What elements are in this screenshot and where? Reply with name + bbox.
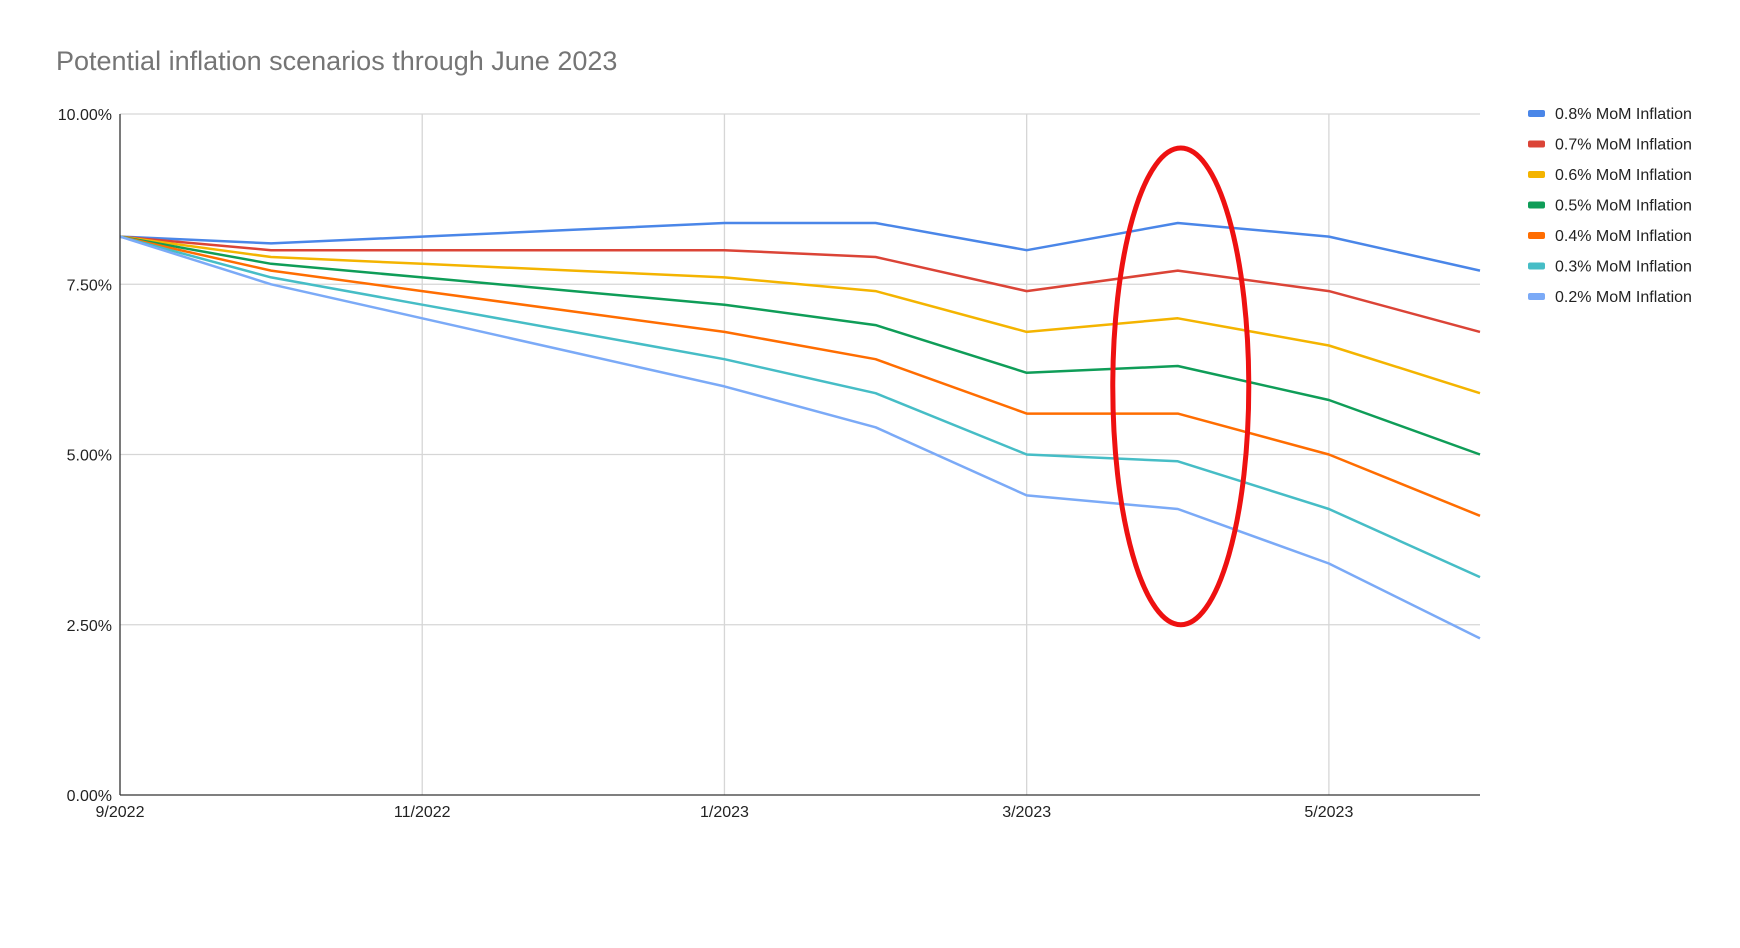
chart-title: Potential inflation scenarios through Ju… [56, 46, 618, 76]
legend-swatch [1528, 232, 1545, 239]
series-line-1 [119, 235, 1481, 334]
legend-label: 0.8% MoM Inflation [1555, 106, 1692, 123]
legend-label: 0.3% MoM Inflation [1555, 259, 1692, 276]
legend-label: 0.6% MoM Inflation [1555, 167, 1692, 184]
legend-label: 0.5% MoM Inflation [1555, 198, 1692, 215]
series-line-3 [119, 235, 1481, 456]
grid-layer [120, 113, 1480, 795]
legend-swatch [1528, 110, 1545, 117]
x-tick-label: 11/2022 [394, 804, 451, 821]
series-line-2 [119, 235, 1481, 395]
legend-swatch [1528, 262, 1545, 270]
y-tick-label: 0.00% [67, 788, 112, 805]
series-line-0 [119, 221, 1481, 272]
legend-label: 0.7% MoM Inflation [1555, 137, 1692, 154]
y-tick-label: 2.50% [67, 618, 112, 635]
x-tick-label: 3/2023 [1002, 804, 1051, 821]
series-layer [119, 221, 1481, 640]
y-tick-label: 7.50% [67, 277, 112, 294]
series-line-6 [119, 235, 1481, 640]
legend-swatch [1528, 201, 1545, 209]
axis-layer: 0.00% 2.50% 5.00% 7.50% 10.00% 9/2022 11/2022 1… [58, 107, 1480, 821]
series-line-5 [119, 235, 1481, 579]
legend-label: 0.4% MoM Inflation [1555, 228, 1692, 245]
annotation-layer [1110, 145, 1252, 628]
x-tick-label: 1/2023 [700, 804, 749, 821]
legend: 0.8% MoM Inflation 0.7% MoM Inflation 0.6%… [1528, 106, 1692, 306]
x-tick-label: 9/2022 [96, 804, 145, 821]
y-tick-label: 10.00% [58, 107, 112, 124]
x-tick-label: 5/2023 [1304, 804, 1353, 821]
legend-label: 0.2% MoM Inflation [1555, 289, 1692, 306]
annotation-ellipse-0 [1110, 145, 1252, 628]
y-tick-label: 5.00% [67, 448, 112, 465]
series-line-4 [119, 235, 1481, 517]
legend-swatch [1528, 140, 1545, 148]
legend-swatch [1528, 293, 1545, 300]
legend-swatch [1528, 171, 1545, 178]
